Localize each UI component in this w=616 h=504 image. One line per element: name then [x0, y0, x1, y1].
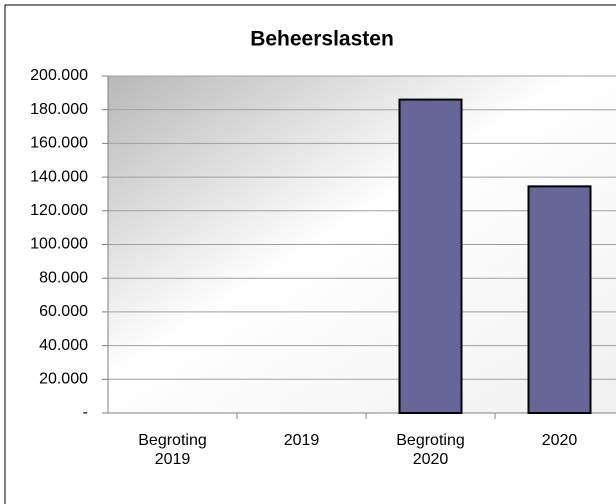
y-tick-label: 100.000	[30, 236, 88, 253]
y-tick-label: 140.000	[30, 168, 88, 185]
y-tick-label: 160.000	[30, 135, 88, 152]
bar	[398, 98, 463, 414]
y-tick-label: 120.000	[30, 202, 88, 219]
x-tick-label: Begroting 2019	[138, 432, 207, 468]
chart-title: Beheerslasten	[250, 28, 394, 51]
y-tick-label: 180.000	[30, 101, 88, 118]
y-tick-label: 200.000	[30, 67, 88, 84]
y-tick-label: 40.000	[39, 337, 88, 354]
y-tick-label: 20.000	[39, 371, 88, 388]
x-tick-label: 2019	[283, 432, 320, 449]
y-tick-label: 60.000	[39, 303, 88, 320]
x-tick-label: Begroting 2020	[396, 432, 465, 468]
y-tick-label: 80.000	[39, 269, 88, 286]
y-tick-label: -	[83, 404, 88, 421]
bar	[527, 185, 592, 414]
x-tick-label: 2020	[541, 432, 578, 449]
